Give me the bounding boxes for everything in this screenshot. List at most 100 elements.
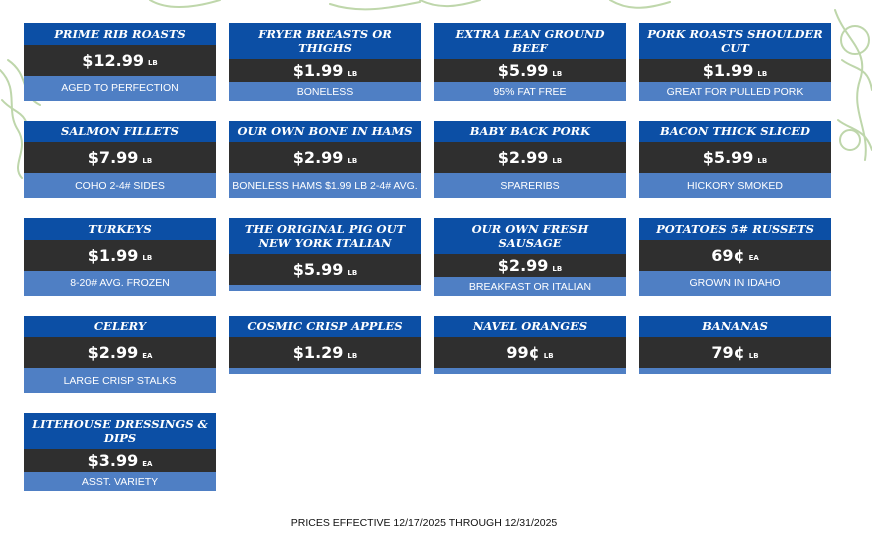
product-price-bar: $12.99 LB — [24, 44, 216, 76]
price-amount: 99¢ — [506, 343, 540, 362]
product-card: PRIME RIB ROASTS $12.99 LB AGED TO PERFECTI… — [24, 23, 216, 101]
product-card: COSMIC CRISP APPLES $1.29 LB — [229, 315, 421, 394]
product-name: BACON THICK SLICED — [639, 120, 831, 142]
price-unit: LB — [552, 264, 563, 273]
product-price-bar: 99¢ LB — [434, 337, 626, 368]
price-unit: LB — [552, 156, 563, 165]
product-price-bar: 79¢ LB — [639, 337, 831, 368]
product-name: OUR OWN BONE IN HAMS — [229, 120, 421, 142]
product-description — [229, 368, 421, 374]
product-description — [639, 368, 831, 374]
price-unit: LB — [543, 351, 554, 360]
product-price-bar: 69¢ EA — [639, 239, 831, 271]
product-price-bar: $2.99 LB — [229, 142, 421, 173]
product-card: CELERY $2.99 EA LARGE CRISP STALKS — [24, 315, 216, 394]
product-description: SPARERIBS — [434, 173, 626, 198]
price-unit: LB — [552, 69, 563, 78]
price-amount: $5.99 — [497, 61, 549, 81]
price-unit: EA — [142, 459, 153, 468]
product-description: BREAKFAST OR ITALIAN — [434, 277, 626, 296]
price-amount: $2.99 — [292, 148, 344, 167]
product-card: BABY BACK PORK $2.99 LB SPARERIBS — [434, 120, 626, 199]
price-amount: $1.99 — [702, 61, 754, 81]
product-price-bar: $2.99 EA — [24, 337, 216, 368]
product-price-bar: $2.99 LB — [434, 142, 626, 173]
product-description: BONELESS HAMS $1.99 LB 2-4# AVG. — [229, 173, 421, 198]
price-amount: $1.99 — [87, 245, 139, 265]
price-amount: $3.99 — [87, 451, 139, 471]
price-unit: LB — [757, 69, 768, 78]
product-card: POTATOES 5# RUSSETS 69¢ EA GROWN IN IDAHO — [639, 218, 831, 296]
product-name: BABY BACK PORK — [434, 120, 626, 142]
product-card: OUR OWN FRESH SAUSAGE $2.99 LB BREAKFAST OR… — [434, 218, 626, 296]
product-card: TURKEYS $1.99 LB 8-20# AVG. FROZEN — [24, 218, 216, 296]
product-name: FRYER BREASTS OR THIGHS — [229, 23, 421, 59]
product-description: COHO 2-4# SIDES — [24, 173, 216, 198]
price-unit: LB — [347, 268, 358, 277]
product-price-bar: $5.99 LB — [434, 59, 626, 83]
product-price-bar: $3.99 EA — [24, 449, 216, 473]
product-price-bar: $5.99 LB — [229, 254, 421, 285]
price-amount: $2.99 — [497, 148, 549, 167]
product-card: SALMON FILLETS $7.99 LB COHO 2-4# SIDES — [24, 120, 216, 199]
product-description: HICKORY SMOKED — [639, 173, 831, 198]
price-amount: $2.99 — [497, 256, 549, 276]
price-unit: LB — [142, 156, 153, 165]
price-amount: $7.99 — [87, 148, 139, 167]
product-card: FRYER BREASTS OR THIGHS $1.99 LB BONELESS — [229, 23, 421, 101]
price-amount: $1.29 — [292, 343, 344, 362]
product-description — [229, 285, 421, 291]
product-name: THE ORIGINAL PIG OUT NEW YORK ITALIAN — [229, 218, 421, 254]
product-name: POTATOES 5# RUSSETS — [639, 218, 831, 240]
product-name: OUR OWN FRESH SAUSAGE — [434, 218, 626, 254]
product-price-bar: $1.99 LB — [24, 239, 216, 271]
product-card: OUR OWN BONE IN HAMS $2.99 LB BONELESS HAMS… — [229, 120, 421, 199]
product-card: BACON THICK SLICED $5.99 LB HICKORY SMOKED — [639, 120, 831, 199]
product-card: THE ORIGINAL PIG OUT NEW YORK ITALIAN $5.… — [229, 218, 421, 296]
product-description — [434, 368, 626, 374]
price-amount: 69¢ — [711, 245, 745, 265]
price-unit: EA — [142, 351, 153, 360]
price-unit: LB — [347, 156, 358, 165]
price-amount: $1.99 — [292, 61, 344, 81]
product-card: LITEHOUSE DRESSINGS & DIPS $3.99 EA ASST. V… — [24, 413, 216, 491]
price-amount: $12.99 — [82, 50, 144, 70]
product-name: PORK ROASTS SHOULDER CUT — [639, 23, 831, 59]
price-unit: LB — [347, 351, 358, 360]
product-price-bar: $1.29 LB — [229, 337, 421, 368]
product-description: 8-20# AVG. FROZEN — [24, 270, 216, 296]
price-unit: EA — [748, 254, 759, 262]
product-description: LARGE CRISP STALKS — [24, 368, 216, 393]
product-name: COSMIC CRISP APPLES — [229, 315, 421, 337]
product-description: BONELESS — [229, 82, 421, 101]
product-description: AGED TO PERFECTION — [24, 75, 216, 101]
product-card: BANANAS 79¢ LB — [639, 315, 831, 394]
product-name: TURKEYS — [24, 218, 216, 240]
price-unit: LB — [748, 351, 759, 360]
product-price-bar: $1.99 LB — [229, 59, 421, 83]
product-description: GREAT FOR PULLED PORK — [639, 82, 831, 101]
price-unit: LB — [142, 254, 153, 262]
product-description: GROWN IN IDAHO — [639, 270, 831, 296]
product-name: PRIME RIB ROASTS — [24, 23, 216, 45]
product-description: ASST. VARIETY — [24, 472, 216, 491]
product-grid: PRIME RIB ROASTS $12.99 LB AGED TO PERFECTI… — [24, 23, 831, 491]
vegetable-sketch-background — [0, 0, 872, 179]
product-card: NAVEL ORANGES 99¢ LB — [434, 315, 626, 394]
product-description: 95% FAT FREE — [434, 82, 626, 101]
product-price-bar: $5.99 LB — [639, 142, 831, 173]
product-name: SALMON FILLETS — [24, 120, 216, 142]
product-name: LITEHOUSE DRESSINGS & DIPS — [24, 413, 216, 449]
product-card: PORK ROASTS SHOULDER CUT $1.99 LB GREAT FOR… — [639, 23, 831, 101]
product-name: BANANAS — [639, 315, 831, 337]
product-price-bar: $1.99 LB — [639, 59, 831, 83]
product-card: EXTRA LEAN GROUND BEEF $5.99 LB 95% FAT FRE… — [434, 23, 626, 101]
price-unit: LB — [147, 59, 158, 67]
product-name: NAVEL ORANGES — [434, 315, 626, 337]
product-price-bar: $2.99 LB — [434, 254, 626, 278]
price-unit: LB — [347, 69, 358, 78]
product-price-bar: $7.99 LB — [24, 142, 216, 173]
product-name: CELERY — [24, 315, 216, 337]
product-name: EXTRA LEAN GROUND BEEF — [434, 23, 626, 59]
prices-effective-note: PRICES EFFECTIVE 12/17/2025 THROUGH 12/3… — [290, 517, 558, 529]
